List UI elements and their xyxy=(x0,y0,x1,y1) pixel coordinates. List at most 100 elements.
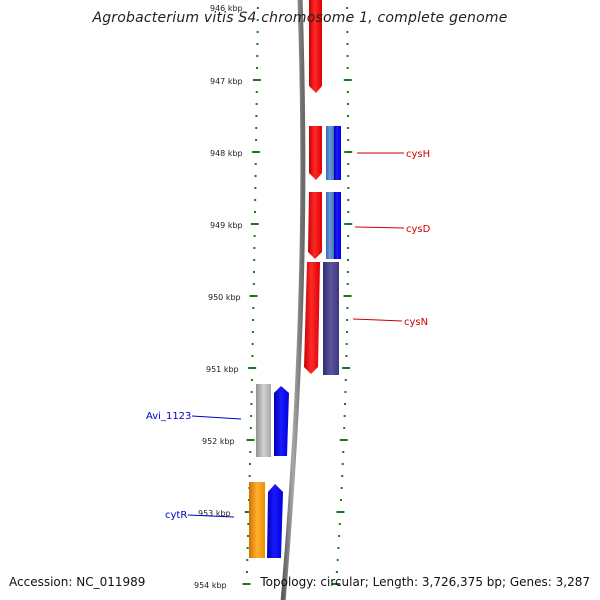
minor-tick-mark xyxy=(341,475,344,477)
minor-tick-mark xyxy=(344,379,347,381)
minor-tick-mark xyxy=(256,43,259,45)
ruler-tick-label: 950 kbp xyxy=(208,293,241,302)
gene-block-orange xyxy=(249,482,265,558)
ruler-tick-label: 949 kbp xyxy=(210,221,243,230)
minor-tick-mark xyxy=(251,343,254,345)
minor-tick-mark xyxy=(251,355,254,357)
minor-tick-mark xyxy=(254,199,257,201)
minor-tick-mark xyxy=(254,187,257,189)
ruler-tick-label: 952 kbp xyxy=(202,437,235,446)
gene-arrow-cysH xyxy=(309,126,322,180)
major-tick-mark xyxy=(249,295,258,297)
minor-tick-mark xyxy=(346,43,349,45)
minor-tick-mark xyxy=(256,19,259,21)
minor-tick-mark xyxy=(340,499,343,501)
major-tick-mark xyxy=(342,367,351,369)
minor-tick-mark xyxy=(245,571,248,573)
minor-tick-mark xyxy=(345,331,348,333)
minor-tick-mark xyxy=(343,415,346,417)
minor-tick-mark xyxy=(347,235,350,237)
minor-tick-mark xyxy=(255,91,258,93)
ruler-tick-label: 951 kbp xyxy=(206,365,239,374)
ruler-tick-label: 947 kbp xyxy=(210,77,243,86)
minor-tick-mark xyxy=(246,559,249,561)
minor-tick-mark xyxy=(247,535,250,537)
gene-block-gray xyxy=(256,384,271,457)
leader-line-cysD xyxy=(354,226,405,229)
minor-tick-mark xyxy=(347,127,350,129)
minor-tick-mark xyxy=(251,331,254,333)
gene-arrow-blue xyxy=(274,386,289,456)
minor-tick-mark xyxy=(337,547,340,549)
minor-tick-mark xyxy=(346,283,349,285)
accession-text: Accession: NC_011989 xyxy=(9,575,146,589)
minor-tick-mark xyxy=(247,523,250,525)
major-tick-mark xyxy=(343,295,352,297)
inner-track-genes xyxy=(249,384,289,558)
minor-tick-mark xyxy=(250,403,253,405)
gene-segment xyxy=(334,192,341,259)
minor-tick-mark xyxy=(341,463,344,465)
gene-segment xyxy=(334,126,341,180)
minor-tick-mark xyxy=(253,247,256,249)
minor-tick-mark xyxy=(248,463,251,465)
minor-tick-mark xyxy=(346,271,349,273)
major-tick-mark xyxy=(332,583,341,585)
gene-segment xyxy=(326,192,334,259)
leader-line-cytR xyxy=(187,514,235,518)
major-tick-mark xyxy=(343,79,352,81)
genome-summary-text: Topology: circular; Length: 3,726,375 bp… xyxy=(260,575,590,589)
minor-tick-mark xyxy=(345,355,348,357)
minor-tick-mark xyxy=(254,163,257,165)
minor-tick-mark xyxy=(346,7,349,9)
minor-tick-mark xyxy=(253,259,256,261)
minor-tick-mark xyxy=(255,103,258,105)
outer-tick-ring xyxy=(332,7,353,585)
outer-track-genes xyxy=(304,0,341,375)
gene-label-cysH[interactable]: cysH xyxy=(406,149,430,160)
gene-labels: cysH cysD cysN Avi_1123 cytR xyxy=(146,149,431,521)
minor-tick-mark xyxy=(246,547,249,549)
minor-tick-mark xyxy=(249,451,252,453)
gene-label-cysD[interactable]: cysD xyxy=(406,224,431,235)
minor-tick-mark xyxy=(346,319,349,321)
gene-arrow-cysN xyxy=(304,262,320,374)
major-tick-mark xyxy=(252,79,261,81)
gene-segment xyxy=(326,126,334,180)
major-tick-mark xyxy=(344,223,353,225)
major-tick-mark xyxy=(336,511,345,513)
major-tick-mark xyxy=(244,511,253,513)
gene-label-cytR[interactable]: cytR xyxy=(165,510,187,521)
minor-tick-mark xyxy=(340,487,343,489)
major-tick-mark xyxy=(246,439,255,441)
gene-label-cysN[interactable]: cysN xyxy=(404,317,428,328)
minor-tick-mark xyxy=(346,307,349,309)
major-tick-mark xyxy=(251,151,260,153)
ruler-labels: 946 kbp 947 kbp 948 kbp 949 kbp 950 kbp … xyxy=(194,4,243,590)
minor-tick-mark xyxy=(346,259,349,261)
map-title: Agrobacterium vitis S4 chromosome 1, com… xyxy=(92,10,508,26)
minor-tick-mark xyxy=(256,31,259,33)
ruler-tick-label: 948 kbp xyxy=(210,149,243,158)
minor-tick-mark xyxy=(250,415,253,417)
minor-tick-mark xyxy=(346,103,349,105)
minor-tick-mark xyxy=(249,427,252,429)
minor-tick-mark xyxy=(335,571,338,573)
gene-label-leaders xyxy=(187,152,405,518)
minor-tick-mark xyxy=(256,7,259,9)
ruler-tick-label: 953 kbp xyxy=(198,509,231,518)
minor-tick-mark xyxy=(338,535,341,537)
minor-tick-mark xyxy=(346,31,349,33)
minor-tick-mark xyxy=(336,559,339,561)
minor-tick-mark xyxy=(256,67,259,69)
minor-tick-mark xyxy=(346,19,349,21)
minor-tick-mark xyxy=(347,211,350,213)
minor-tick-mark xyxy=(253,271,256,273)
gene-arrow-cysD xyxy=(308,192,322,259)
minor-tick-mark xyxy=(250,379,253,381)
minor-tick-mark xyxy=(342,451,345,453)
minor-tick-mark xyxy=(346,91,349,93)
gene-label-avi1123[interactable]: Avi_1123 xyxy=(146,411,191,422)
minor-tick-mark xyxy=(338,523,341,525)
major-tick-mark xyxy=(248,367,257,369)
